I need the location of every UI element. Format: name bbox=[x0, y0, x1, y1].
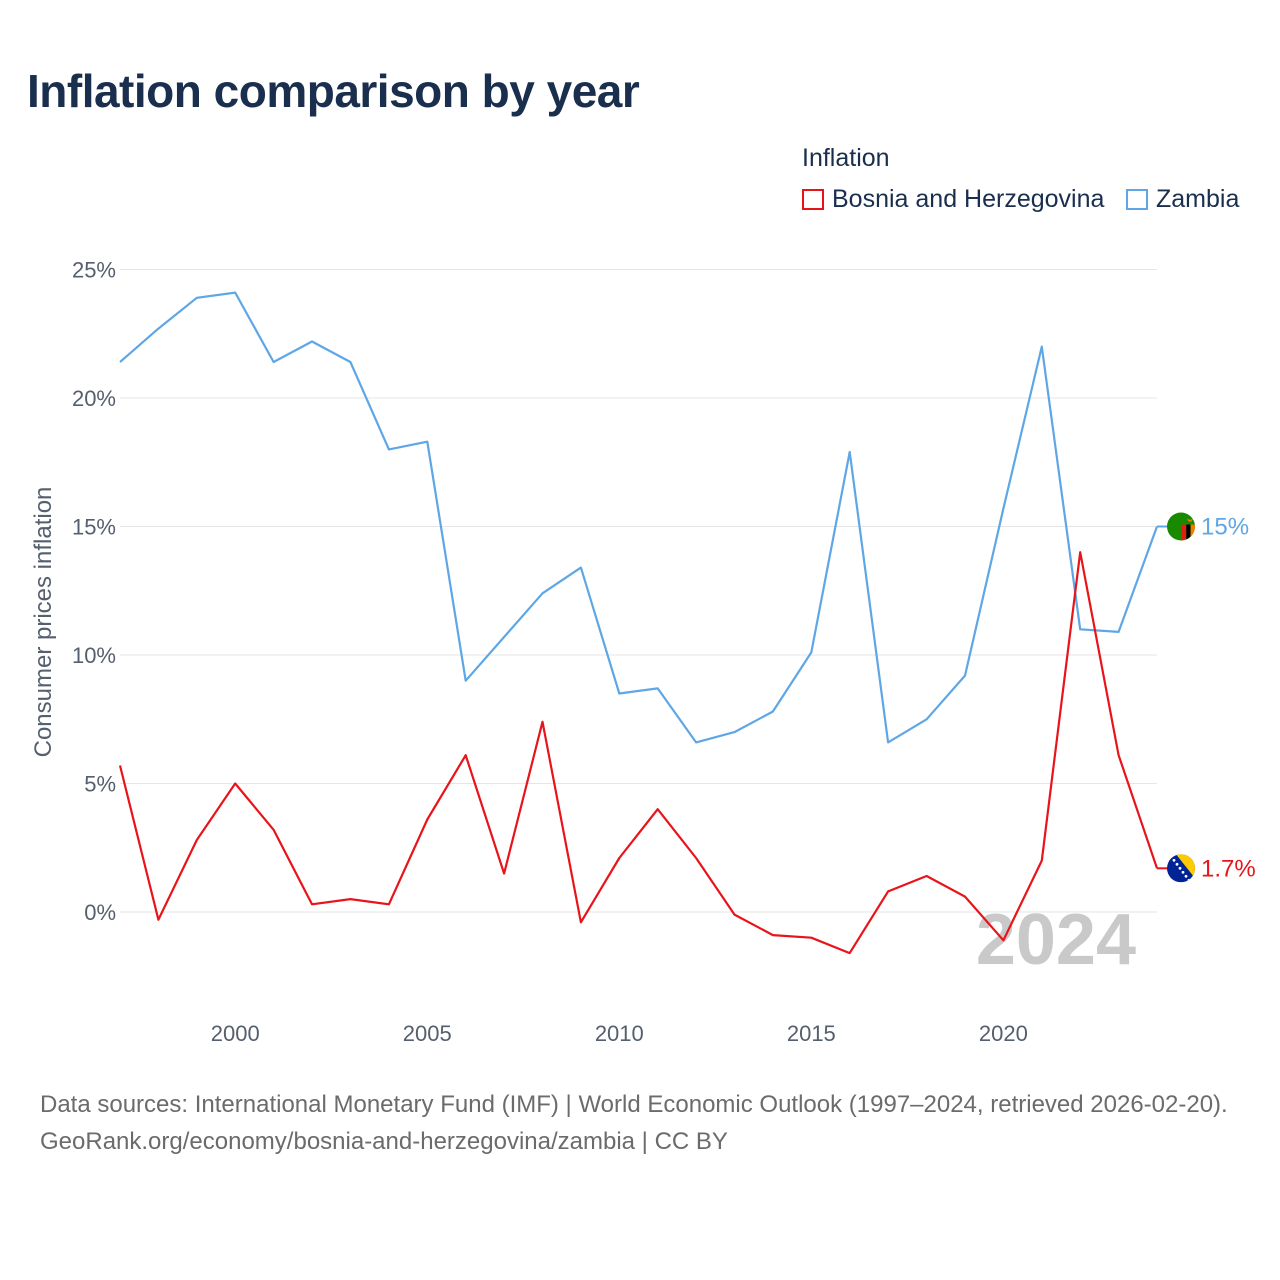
end-label-bosnia: 1.7% bbox=[1201, 855, 1256, 882]
y-tick-label: 0% bbox=[84, 900, 116, 925]
footer: Data sources: International Monetary Fun… bbox=[40, 1086, 1250, 1160]
y-tick-label: 25% bbox=[72, 258, 116, 283]
legend-title: Inflation bbox=[802, 144, 890, 172]
y-axis-ticks: 0% 5% 10% 15% 20% 25% bbox=[72, 258, 116, 926]
x-tick-label: 2015 bbox=[787, 1021, 836, 1046]
legend-item-bosnia[interactable]: Bosnia and Herzegovina bbox=[802, 185, 1104, 214]
x-tick-label: 2005 bbox=[403, 1021, 452, 1046]
series-line-zambia[interactable] bbox=[119, 291, 1159, 744]
credit-link[interactable]: GeoRank.org/economy/bosnia-and-herzegovi… bbox=[40, 1128, 728, 1155]
legend-swatch-zambia bbox=[1126, 189, 1148, 210]
chart-title: Inflation comparison by year bbox=[27, 65, 640, 117]
legend-item-zambia[interactable]: Zambia bbox=[1126, 185, 1239, 214]
bosnia-flag-icon bbox=[1167, 854, 1195, 883]
grid-lines bbox=[120, 269, 1157, 913]
y-axis-label: Consumer prices inflation bbox=[30, 487, 57, 758]
line-chart: 0% 5% 10% 15% 20% 25% 2000 2005 2010 2015 2020 Co… bbox=[30, 258, 1256, 1047]
data-sources: Data sources: International Monetary Fun… bbox=[40, 1091, 1228, 1118]
end-label-zambia: 15% bbox=[1201, 514, 1249, 541]
year-watermark: 2024 bbox=[976, 900, 1136, 980]
legend-label-bosnia: Bosnia and Herzegovina bbox=[832, 185, 1105, 213]
zambia-flag-icon bbox=[1167, 512, 1195, 541]
y-tick-label: 10% bbox=[72, 643, 116, 668]
y-tick-label: 15% bbox=[72, 515, 116, 540]
legend-swatch-bosnia bbox=[802, 189, 824, 210]
y-tick-label: 20% bbox=[72, 386, 116, 411]
x-tick-label: 2000 bbox=[211, 1021, 260, 1046]
legend-label-zambia: Zambia bbox=[1156, 185, 1240, 213]
x-tick-label: 2020 bbox=[979, 1021, 1028, 1046]
x-axis-ticks: 2000 2005 2010 2015 2020 bbox=[211, 1021, 1028, 1046]
end-markers bbox=[1167, 512, 1195, 883]
data-series bbox=[118, 291, 1168, 955]
series-line-bosnia[interactable] bbox=[118, 551, 1159, 955]
y-tick-label: 5% bbox=[84, 772, 116, 797]
x-tick-label: 2010 bbox=[595, 1021, 644, 1046]
